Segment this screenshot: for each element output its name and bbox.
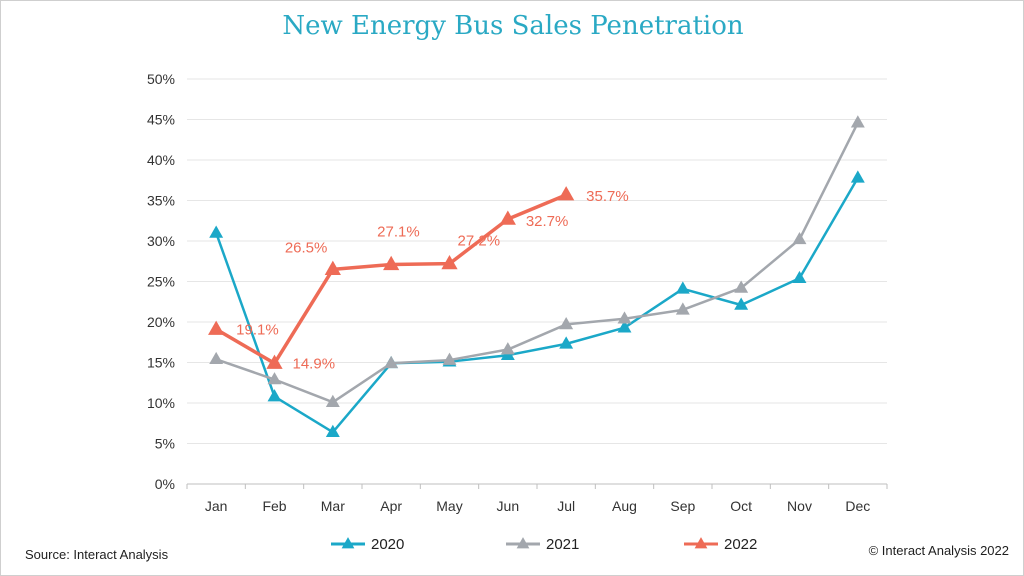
data-label-2022: 27.2%	[458, 233, 501, 250]
data-label-2022: 14.9%	[293, 355, 336, 372]
legend-marker-2020	[341, 537, 355, 549]
marker-2020	[675, 281, 690, 294]
legend-label: 2021	[546, 536, 579, 553]
marker-2021	[617, 311, 632, 324]
series-line-2021	[215, 122, 859, 404]
marker-2022	[266, 354, 283, 369]
x-tick-label: Mar	[321, 498, 345, 514]
y-tick-label: 10%	[147, 395, 175, 411]
x-tick-label: May	[436, 498, 462, 514]
x-tick-label: Oct	[730, 498, 752, 514]
marker-2022	[208, 320, 225, 335]
chart-title: New Energy Bus Sales Penetration	[282, 11, 744, 41]
source-note: Source: Interact Analysis	[25, 547, 169, 562]
legend-label: 2020	[371, 536, 404, 553]
marker-2020	[617, 320, 632, 333]
marker-2021	[442, 352, 457, 365]
marker-2020	[792, 270, 807, 284]
marker-2022	[499, 210, 516, 225]
y-tick-label: 50%	[147, 71, 175, 87]
marker-2021	[384, 355, 399, 369]
marker-2021	[267, 372, 282, 385]
x-tick-label: Jan	[205, 498, 228, 514]
x-tick-label: Apr	[380, 498, 402, 514]
x-tick-label: Nov	[787, 498, 812, 514]
y-tick-label: 30%	[147, 233, 175, 249]
y-tick-label: 45%	[147, 112, 175, 128]
marker-2021	[792, 231, 807, 245]
legend-label: 2022	[724, 536, 757, 553]
y-tick-label: 35%	[147, 193, 175, 209]
marker-2021	[500, 342, 515, 355]
data-label-2022: 35.7%	[586, 188, 629, 205]
marker-2021	[675, 302, 690, 315]
marker-2022	[324, 260, 341, 275]
data-label-2022: 26.5%	[285, 239, 328, 256]
marker-2021	[325, 394, 340, 407]
legend-marker-2021	[516, 537, 530, 549]
y-tick-label: 15%	[147, 355, 175, 371]
data-label-2022: 27.1%	[377, 223, 420, 240]
marker-2022	[441, 255, 458, 270]
marker-2020	[267, 389, 282, 402]
marker-2020	[734, 297, 749, 310]
marker-2020	[325, 424, 340, 437]
x-tick-label: Aug	[612, 498, 637, 514]
y-tick-label: 5%	[155, 436, 175, 452]
data-label-2022: 32.7%	[526, 213, 569, 230]
x-tick-label: Sep	[670, 498, 695, 514]
data-label-2022: 19.1%	[236, 321, 279, 338]
x-tick-label: Jun	[497, 498, 520, 514]
y-tick-label: 25%	[147, 274, 175, 290]
y-tick-label: 20%	[147, 314, 175, 330]
marker-2021	[209, 351, 224, 365]
marker-2021	[850, 115, 865, 128]
marker-2021	[734, 280, 749, 293]
y-tick-label: 40%	[147, 152, 175, 168]
legend-marker-2022	[694, 537, 708, 549]
x-tick-label: Dec	[845, 498, 870, 514]
copyright-note: © Interact Analysis 2022	[868, 543, 1009, 558]
marker-2022	[558, 186, 575, 201]
x-tick-label: Jul	[557, 498, 575, 514]
marker-2020	[850, 170, 865, 183]
marker-2021	[559, 316, 574, 330]
marker-2022	[383, 255, 400, 271]
series-line-2020	[214, 177, 859, 434]
x-tick-label: Feb	[262, 498, 286, 514]
marker-2020	[209, 225, 224, 238]
marker-2020	[559, 336, 574, 349]
y-tick-label: 0%	[155, 476, 175, 492]
